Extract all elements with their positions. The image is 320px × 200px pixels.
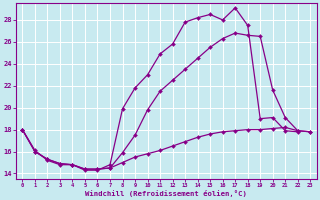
X-axis label: Windchill (Refroidissement éolien,°C): Windchill (Refroidissement éolien,°C) xyxy=(85,190,247,197)
